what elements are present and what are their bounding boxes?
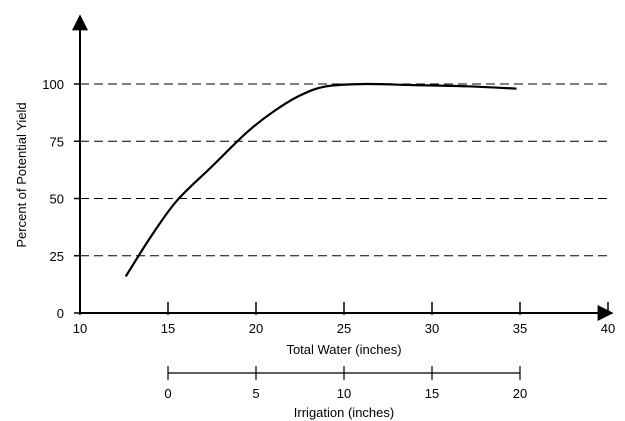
irrigation-tick-label-15: 15 — [425, 386, 439, 401]
y-axis-title: Percent of Potential Yield — [14, 102, 29, 247]
x-axis-title: Total Water (inches) — [286, 342, 401, 357]
irrigation-tick-label-10: 10 — [337, 386, 351, 401]
x-tick-label-15: 15 — [161, 321, 175, 336]
y-tick-label-100: 100 — [42, 77, 64, 92]
x-tick-label-35: 35 — [513, 321, 527, 336]
x-ticks: 10 15 20 25 30 35 40 — [73, 302, 615, 336]
y-tick-label-25: 25 — [50, 249, 64, 264]
y-tick-label-75: 75 — [50, 134, 64, 149]
x-tick-label-20: 20 — [249, 321, 263, 336]
y-tick-label-50: 50 — [50, 192, 64, 207]
grid-lines — [80, 83, 608, 257]
x-tick-label-25: 25 — [337, 321, 351, 336]
irrigation-tick-label-20: 20 — [513, 386, 527, 401]
irrigation-tick-label-5: 5 — [252, 386, 259, 401]
x-tick-label-40: 40 — [601, 321, 615, 336]
y-tick-label-0: 0 — [57, 306, 64, 321]
x-tick-label-10: 10 — [73, 321, 87, 336]
irrigation-ticks: 0 5 10 15 20 — [164, 366, 527, 401]
y-ticks: 0 25 50 75 100 — [42, 77, 80, 321]
x-tick-label-30: 30 — [425, 321, 439, 336]
yield-curve-line — [124, 82, 517, 277]
irrigation-axis-title: Irrigation (inches) — [294, 405, 394, 420]
irrigation-tick-label-0: 0 — [164, 386, 171, 401]
